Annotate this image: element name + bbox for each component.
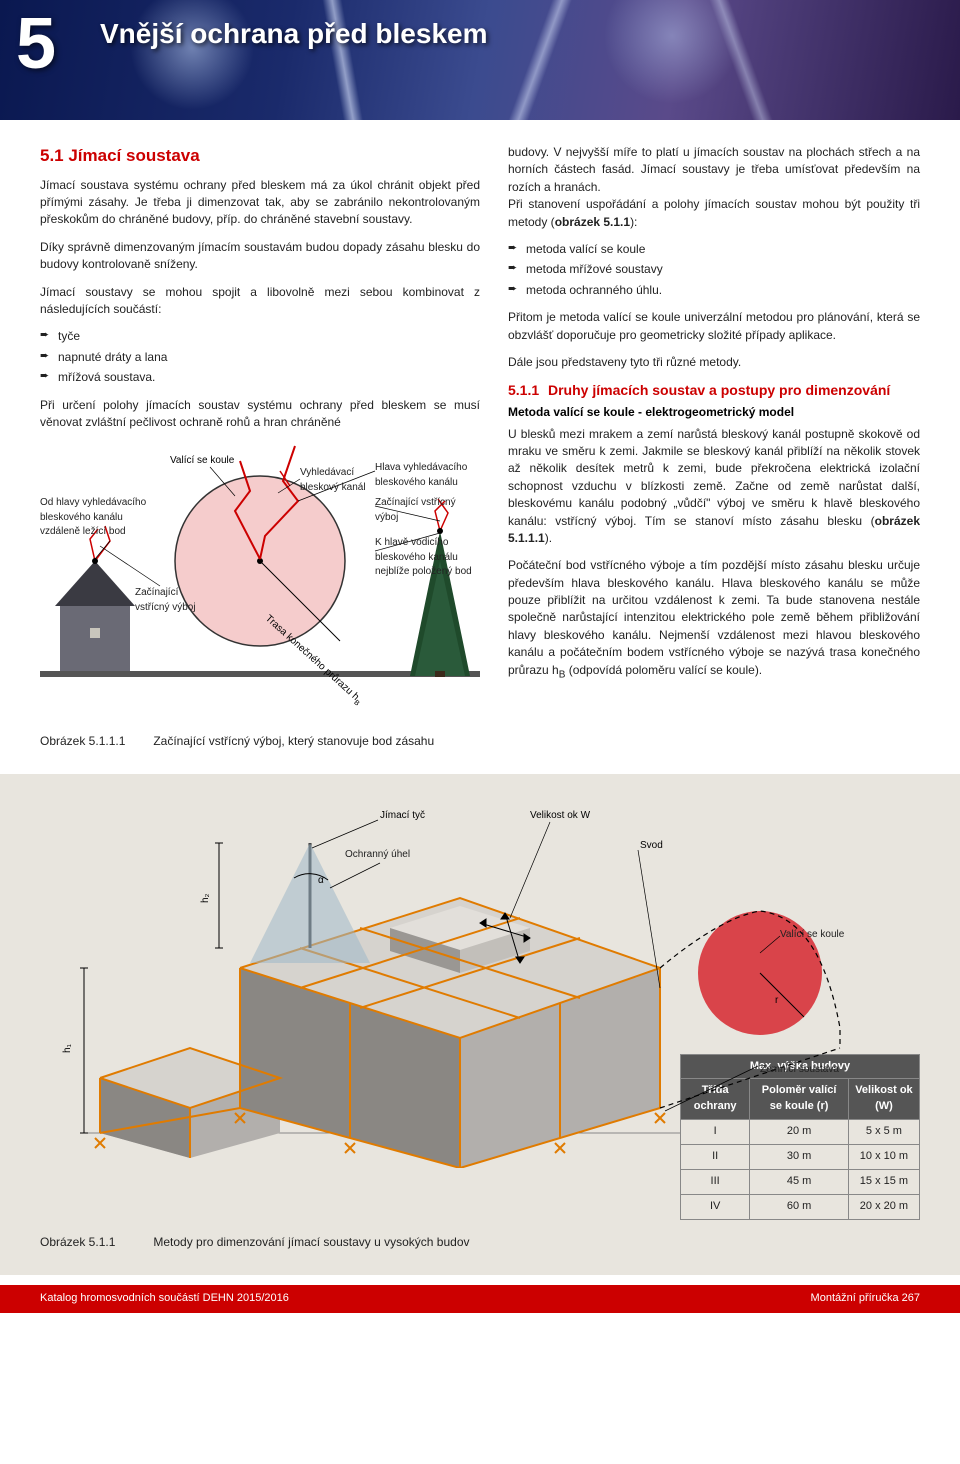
- para-r2: Přitom je metoda valící se koule univerz…: [508, 309, 920, 344]
- fig1-label-streamer-r: Začínající vstřícný výboj: [375, 496, 475, 525]
- fig2-label-mesh: Velikost ok W: [530, 810, 591, 821]
- para-r4: U blesků mezi mrakem a zemí narůstá bles…: [508, 426, 920, 548]
- method-title: Metoda valící se koule - elektrogeometri…: [508, 404, 920, 421]
- para-3: Jímací soustavy se mohou spojit a libovo…: [40, 284, 480, 319]
- fig1-label-channel: Vyhledávací bleskový kanál: [300, 466, 370, 495]
- figure-svg-sphere: Trasa konečného průrazu hB Valící se kou…: [40, 441, 480, 721]
- fig1-label-far-point: Od hlavy vyhledávacího bleskového kanálu…: [40, 496, 160, 540]
- para-4: Při určení polohy jímacích soustav systé…: [40, 397, 480, 432]
- fig2-label-earth: Zemnící soustava: [760, 1063, 880, 1078]
- bullet-item: mřížová soustava.: [40, 369, 480, 386]
- footer-right: Montážní příručka 267: [811, 1291, 920, 1307]
- fig2-label-svod: Svod: [640, 840, 663, 851]
- table-row: IV60 m20 x 20 m: [681, 1195, 920, 1220]
- left-column: 5.1 Jímací soustava Jímací soustava syst…: [40, 144, 480, 750]
- para-1: Jímací soustava systému ochrany před ble…: [40, 177, 480, 229]
- fig2-caption-text: Metody pro dimenzování jímací soustavy u…: [153, 1235, 469, 1249]
- fig2-label-rod: Jímací tyč: [380, 810, 425, 821]
- fig2-alpha: α: [318, 875, 324, 886]
- bullet-item: napnuté dráty a lana: [40, 349, 480, 366]
- figure-5-1-1-1: Trasa konečného průrazu hB Valící se kou…: [40, 441, 480, 750]
- fig2-label-sphere: Valící se koule: [780, 928, 870, 943]
- para-r5: Počáteční bod vstřícného výboje a tím po…: [508, 557, 920, 682]
- chapter-title: Vnější ochrana před bleskem: [100, 14, 488, 55]
- bullets-methods: metoda valící se koule metoda mřížové so…: [508, 241, 920, 299]
- fig2-caption-label: Obrázek 5.1.1: [40, 1234, 150, 1251]
- table-row: III45 m15 x 15 m: [681, 1170, 920, 1195]
- fig1-caption-text: Začínající vstřícný výboj, který stanovu…: [153, 734, 434, 748]
- fig2-caption: Obrázek 5.1.1 Metody pro dimenzování jím…: [40, 1234, 920, 1251]
- fig1-label-sphere: Valící se koule: [170, 455, 235, 466]
- fig1-caption: Obrázek 5.1.1.1 Začínající vstřícný výbo…: [40, 733, 480, 750]
- fig1-label-near-point: K hlavě vodicího bleskového kanálu nejbl…: [375, 536, 475, 580]
- chapter-number: 5: [16, 0, 56, 96]
- figure-5-1-1: α r h₁ h₂ Jímací tyč Ochranný úhe: [0, 774, 960, 1275]
- para-2: Díky správně dimenzovaným jímacím sousta…: [40, 239, 480, 274]
- page-footer: Katalog hromosvodních součástí DEHN 2015…: [0, 1285, 960, 1313]
- chapter-banner: 5 Vnější ochrana před bleskem: [0, 0, 960, 120]
- footer-left: Katalog hromosvodních součástí DEHN 2015…: [40, 1291, 289, 1307]
- fig1-caption-label: Obrázek 5.1.1.1: [40, 733, 150, 750]
- bullets-components: tyče napnuté dráty a lana mřížová sousta…: [40, 328, 480, 386]
- right-column: budovy. V nejvyšší míře to platí u jímac…: [508, 144, 920, 750]
- bullet-item: metoda ochranného úhlu.: [508, 282, 920, 299]
- figure-svg-building: α r h₁ h₂ Jímací tyč Ochranný úhe: [40, 788, 920, 1168]
- para-r3: Dále jsou představeny tyto tři různé met…: [508, 354, 920, 371]
- fig2-label-angle-txt: Ochranný úhel: [345, 848, 425, 863]
- para-r1: budovy. V nejvyšší míře to platí u jímac…: [508, 144, 920, 231]
- bullet-item: metoda valící se koule: [508, 241, 920, 258]
- fig1-label-streamer-l: Začínající vstřícný výboj: [135, 586, 215, 615]
- subsection-heading: 5.1.1Druhy jímacích soustav a postupy pr…: [508, 381, 920, 400]
- section-heading-5-1: 5.1 Jímací soustava: [40, 144, 480, 169]
- bullet-item: metoda mřížové soustavy: [508, 261, 920, 278]
- fig2-h1: h₁: [62, 1044, 73, 1054]
- fig2-h2: h₂: [200, 894, 211, 904]
- bullet-item: tyče: [40, 328, 480, 345]
- fig1-label-head: Hlava vyhledávacího bleskového kanálu: [375, 461, 475, 490]
